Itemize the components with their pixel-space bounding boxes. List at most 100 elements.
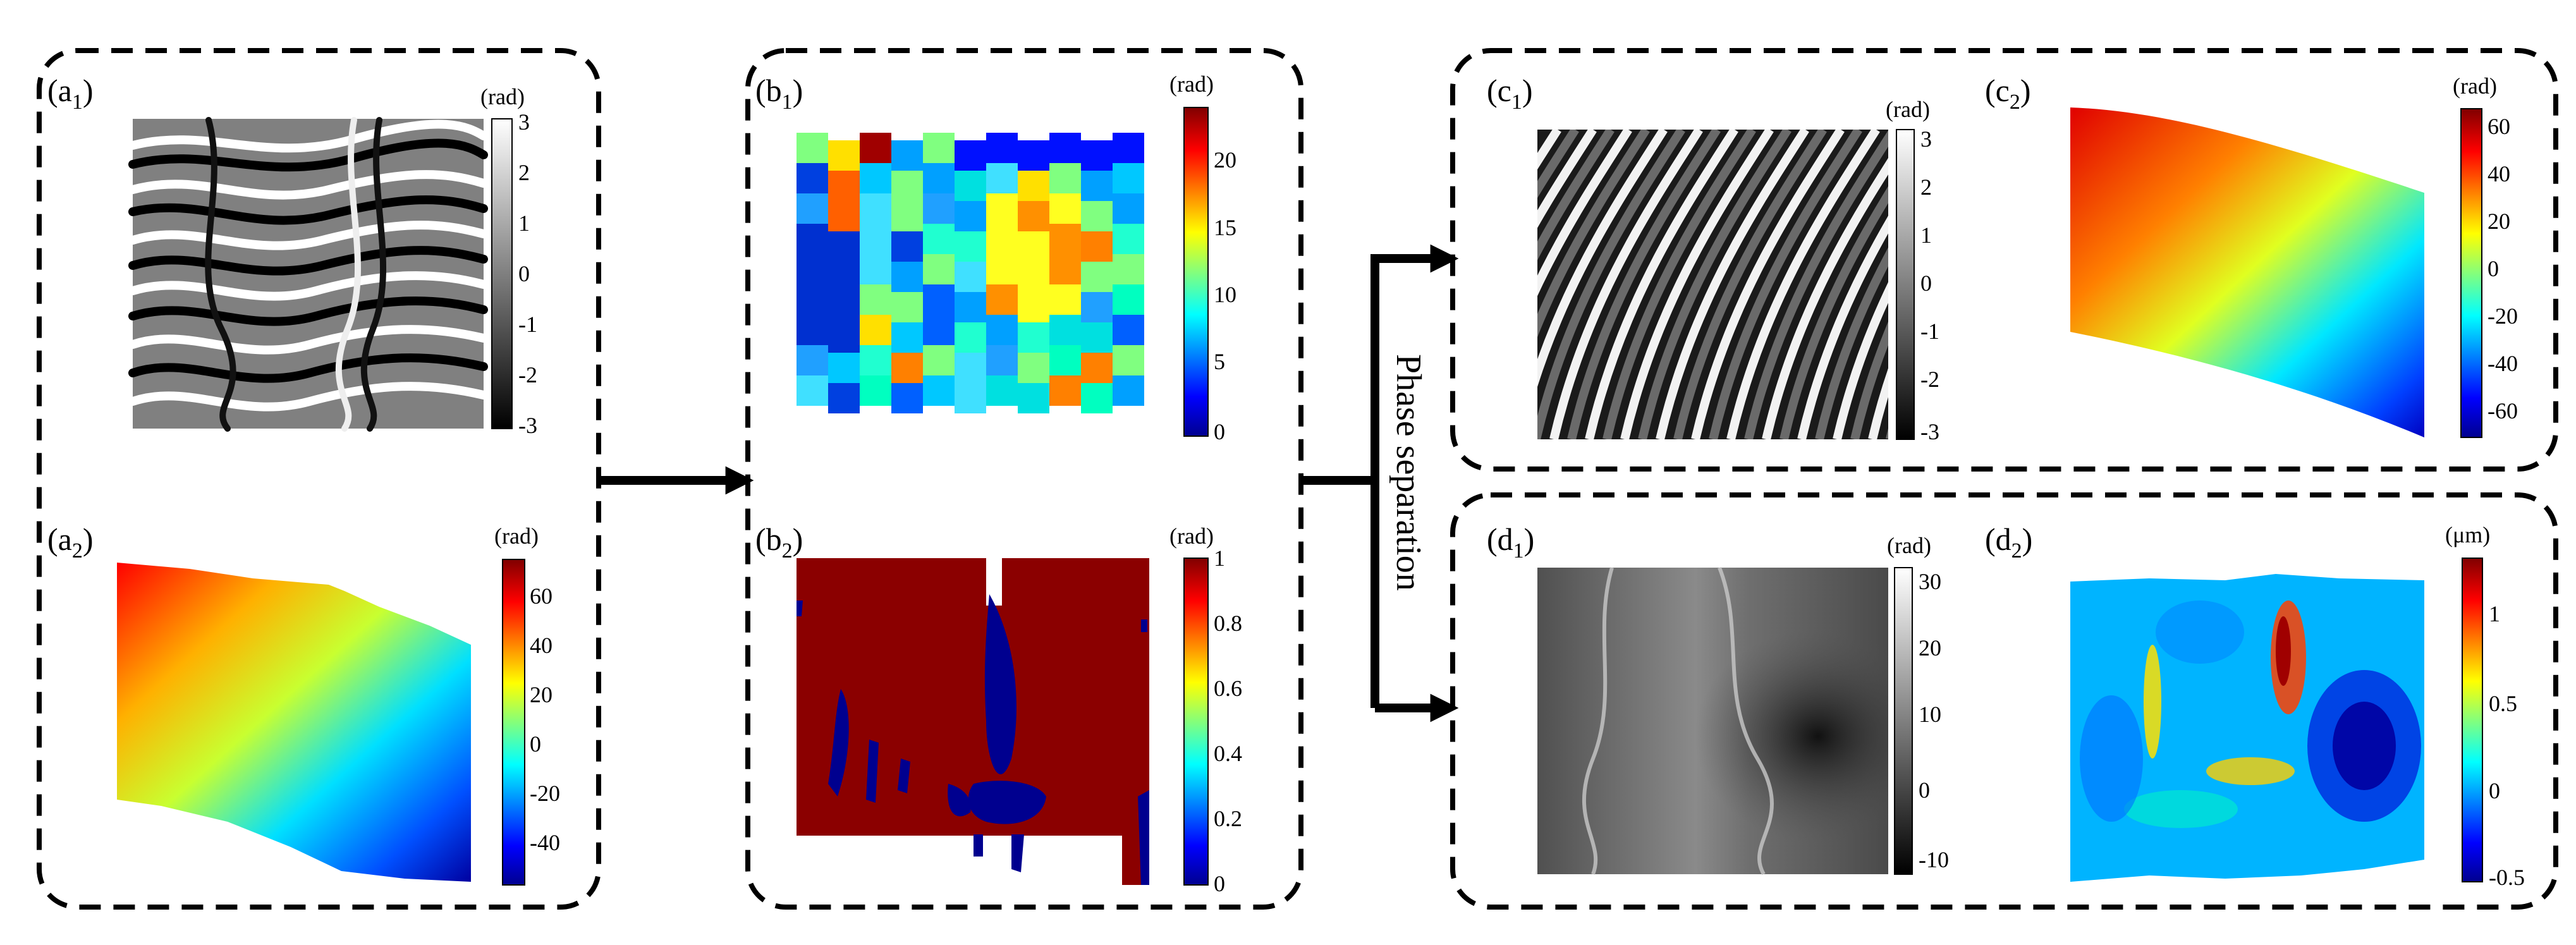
panel-b2: (b2) (rad) 1 0.8 0.6 0.4 0.2 0: [755, 521, 1242, 896]
b1-cell: [1113, 315, 1144, 345]
d1-tick: 20: [1919, 635, 1941, 661]
b2-tick: 0.6: [1214, 676, 1242, 701]
b1-cell: [1081, 140, 1113, 171]
panel-label-c2: (c2): [1985, 73, 2031, 114]
a2-unit: (rad): [494, 523, 539, 549]
panel-a2: (a2) (rad) 60 40 20 0 -20 -40: [47, 521, 560, 886]
b1-cell: [860, 254, 891, 284]
b1-cell: [828, 353, 860, 383]
b1-cell: [1049, 163, 1081, 193]
c1-fringe: [1537, 130, 1615, 260]
b1-cell: [797, 254, 828, 284]
b1-cell: [923, 133, 955, 163]
c1-fringe: [1744, 130, 1888, 439]
b2-tick: 0.4: [1214, 741, 1242, 766]
b1-cell: [986, 284, 1018, 315]
process-label: Phase separation: [1389, 354, 1428, 591]
c2-tick: -40: [2487, 351, 2518, 376]
a1-tick: -1: [518, 312, 537, 337]
b1-cell: [891, 231, 923, 262]
a1-tick: -3: [518, 413, 537, 438]
b1-cell: [1018, 140, 1049, 171]
b2-blue-regions: [797, 594, 1149, 885]
b1-cell: [1081, 231, 1113, 262]
b1-unit: (rad): [1169, 71, 1214, 97]
c2-colorbar: [2460, 108, 2482, 438]
c1-colorbar: [1896, 129, 1915, 440]
b1-cell: [797, 133, 828, 163]
b1-cell: [986, 375, 1018, 406]
c2-unit: (rad): [2453, 73, 2497, 99]
b1-colorbar: [1183, 107, 1209, 437]
b2-tick: 0.8: [1214, 611, 1242, 636]
a2-tick: -40: [530, 830, 560, 855]
b1-cell: [1049, 315, 1081, 345]
b1-tick: 15: [1214, 215, 1236, 240]
c1-tick: 3: [1920, 126, 1932, 152]
c1-fringe: [1850, 321, 1888, 439]
b1-cell: [860, 345, 891, 375]
c1-fringe: [1656, 130, 1809, 439]
b1-cell: [1018, 262, 1049, 292]
c1-fringe: [1797, 216, 1888, 439]
a1-tick: 3: [518, 109, 530, 135]
c1-fringe: [1673, 130, 1827, 439]
c1-fringe: [1815, 247, 1888, 439]
c2-tick: -20: [2487, 303, 2518, 329]
panel-label-d1: (d1): [1487, 521, 1534, 563]
c1-fringe: [1537, 130, 1650, 338]
b1-tick: 20: [1214, 147, 1236, 173]
a2-ticks: 60 40 20 0 -20 -40: [530, 583, 560, 855]
d1-colorbar: [1894, 567, 1913, 875]
b1-cell: [1113, 254, 1144, 284]
b1-image: [797, 133, 1144, 413]
panel-label-d2: (d2): [1985, 521, 2032, 563]
b1-cell: [923, 375, 955, 406]
b1-cell: [923, 345, 955, 375]
b1-cell: [1113, 163, 1144, 193]
c1-fringe: [1638, 130, 1792, 439]
c2-surface: [2070, 107, 2424, 437]
b1-cell: [1018, 292, 1049, 322]
d1-tick: 30: [1919, 569, 1941, 594]
b1-cell: [986, 315, 1018, 345]
a1-tick: -2: [518, 362, 537, 387]
d1-ridges: [1582, 566, 1774, 875]
b1-cell: [955, 322, 986, 353]
b1-cell: [828, 140, 860, 171]
arrow-b-to-cd: [1301, 244, 1459, 722]
b1-cell: [828, 383, 860, 413]
b1-cell: [1049, 284, 1081, 315]
b1-cell: [797, 345, 828, 375]
c1-fringe: [1833, 282, 1888, 439]
d2-tick: 1: [2489, 601, 2500, 626]
c2-tick: -60: [2487, 398, 2518, 424]
b1-cell: [1113, 284, 1144, 315]
c1-fringe: [1602, 130, 1756, 439]
d2-features: [2080, 601, 2421, 828]
panel-label-b2: (b2): [755, 521, 803, 563]
b1-cell: [1113, 224, 1144, 254]
b1-tick: 10: [1214, 282, 1236, 307]
b1-cell: [923, 224, 955, 254]
b2-colorbar: [1183, 558, 1209, 886]
c2-tick: 60: [2487, 114, 2510, 139]
panel-d2: (d2) (μm) 1 0.5 0 -0.5: [1985, 521, 2525, 890]
c1-fringe: [1726, 130, 1880, 439]
c1-tick: -1: [1920, 319, 1939, 344]
c2-tick: 0: [2487, 256, 2499, 281]
c1-fringe: [1537, 130, 1668, 387]
panel-a1: (a1) (rad) 3 2 1 0 -1 -2 -3: [47, 73, 537, 438]
c1-fringe: [1537, 130, 1632, 296]
b1-cell: [860, 133, 891, 163]
b1-cell: [891, 171, 923, 201]
b1-cell: [1018, 231, 1049, 262]
a2-tick: 20: [530, 682, 552, 707]
b1-cell: [891, 353, 923, 383]
b1-cell: [797, 193, 828, 224]
b1-cell: [860, 284, 891, 315]
b1-cell: [923, 163, 955, 193]
b1-cell: [986, 133, 1018, 163]
d1-unit: (rad): [1887, 533, 1931, 558]
b2-tick: 0.2: [1214, 806, 1242, 831]
